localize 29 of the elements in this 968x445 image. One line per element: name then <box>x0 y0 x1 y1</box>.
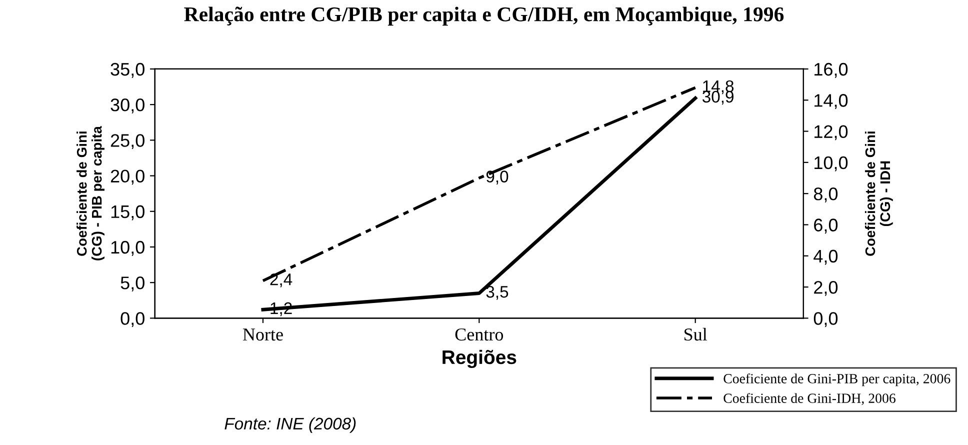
x-tick-label: Sul <box>684 328 708 341</box>
source-note: Fonte: INE (2008) <box>224 417 356 433</box>
y2-tick-label: 10,0 <box>814 156 848 172</box>
x-tick-label: Centro <box>455 328 504 341</box>
legend-label: Coeficiente de Gini-IDH, 2006 <box>724 393 896 405</box>
y-tick-label: 25,0 <box>110 134 144 150</box>
y2-tick-label: 4,0 <box>814 250 838 265</box>
data-label: 3,5 <box>486 286 508 300</box>
y-axis-title: Coeficiente de Gini (CG) - PIB per capita <box>76 126 104 260</box>
y2-tick-label: 12,0 <box>814 125 848 140</box>
y-tick-label: 30,0 <box>110 98 144 114</box>
y2-tick-label: 2,0 <box>814 280 838 296</box>
y2-tick-label: 8,0 <box>814 188 838 202</box>
y-tick-label: 15,0 <box>111 205 144 220</box>
y-tick-label: 35,0 <box>110 62 144 78</box>
x-tick-label: Norte <box>242 328 283 341</box>
y-tick-label: 5,0 <box>120 276 144 292</box>
x-axis-title: Regiões <box>442 350 516 368</box>
y2-tick-label: 16,0 <box>814 62 848 78</box>
chart-title: Relação entre CG/PIB per capita e CG/IDH, em Moçambique, 1996 <box>184 6 784 26</box>
legend-label: Coeficiente de Gini-PIB per capita, 2006 <box>724 373 950 386</box>
y2-tick-label: 6,0 <box>814 218 838 234</box>
y-tick-label: 20,0 <box>110 170 144 185</box>
y2-tick-label: 0,0 <box>814 312 838 328</box>
data-label: 9,0 <box>486 170 508 184</box>
y-tick-label: 10,0 <box>111 240 144 256</box>
y2-axis-title: Coeficiente de Gini (CG) - IDH <box>864 132 893 256</box>
y2-tick-label: 14,0 <box>814 94 848 109</box>
y-tick-label: 0,0 <box>120 312 144 328</box>
